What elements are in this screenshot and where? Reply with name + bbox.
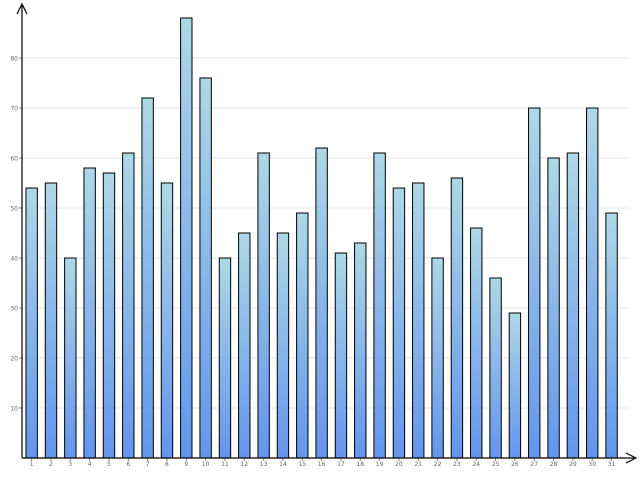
bar — [141, 97, 154, 459]
bar — [412, 182, 425, 459]
y-tick-label: 10 — [10, 406, 18, 413]
x-tick-label: 27 — [530, 461, 538, 468]
x-tick-label: 23 — [453, 461, 461, 468]
x-tick-label: 15 — [298, 461, 306, 468]
bar — [334, 252, 348, 459]
y-axis-arrow-icon — [16, 2, 28, 15]
x-tick-label: 25 — [492, 461, 500, 468]
x-tick-label: 12 — [240, 461, 248, 468]
x-tick-label: 30 — [588, 461, 596, 468]
y-tick-label: 40 — [10, 256, 18, 263]
x-tick-label: 24 — [472, 461, 480, 468]
x-tick-label: 1 — [30, 461, 34, 468]
x-axis-arrow-icon — [625, 452, 638, 464]
bar — [276, 232, 290, 459]
bar — [605, 212, 618, 459]
bar — [450, 177, 464, 459]
x-tick-label: 2 — [49, 461, 53, 468]
y-tick-label: 60 — [10, 156, 18, 163]
bar — [470, 227, 483, 459]
bar — [44, 182, 58, 459]
x-tick-label: 3 — [68, 461, 72, 468]
x-tick-label: 19 — [376, 461, 384, 468]
bar — [586, 107, 599, 459]
bar — [218, 257, 232, 459]
bar — [257, 152, 270, 459]
bar — [122, 152, 135, 459]
bar — [64, 257, 77, 459]
x-tick-label: 7 — [146, 461, 150, 468]
y-tick-label: 80 — [10, 56, 18, 63]
bar — [566, 152, 580, 459]
bar — [315, 147, 328, 459]
x-tick-label: 17 — [337, 461, 345, 468]
x-tick-label: 13 — [260, 461, 268, 468]
x-tick-label: 14 — [279, 461, 287, 468]
bar — [528, 107, 541, 459]
y-tick-label: 30 — [10, 306, 18, 313]
axes-layer — [16, 2, 638, 464]
x-tick-label: 9 — [184, 461, 188, 468]
bars-layer — [25, 17, 618, 459]
bar — [180, 17, 193, 459]
x-tick-label: 28 — [550, 461, 558, 468]
bar — [489, 277, 502, 459]
bar — [199, 77, 212, 459]
bar — [238, 232, 251, 459]
bar — [354, 242, 367, 459]
x-tick-label: 6 — [126, 461, 130, 468]
x-tick-label: 11 — [221, 461, 229, 468]
bar — [160, 182, 174, 459]
bar — [296, 212, 309, 459]
bar — [392, 187, 406, 459]
x-tick-label: 29 — [569, 461, 577, 468]
x-tick-label: 16 — [318, 461, 326, 468]
x-tick-label: 21 — [414, 461, 422, 468]
bar — [25, 187, 38, 459]
y-tick-label: 70 — [10, 106, 18, 113]
x-tick-label: 4 — [88, 461, 92, 468]
x-tick-label: 8 — [165, 461, 169, 468]
bar — [102, 172, 116, 459]
x-tick-label: 31 — [608, 461, 616, 468]
bar — [508, 312, 522, 459]
y-tick-label: 50 — [10, 206, 18, 213]
bar — [431, 257, 444, 459]
x-tick-label: 10 — [202, 461, 210, 468]
x-tick-label: 5 — [107, 461, 111, 468]
bar — [547, 157, 560, 459]
x-tick-label: 18 — [356, 461, 364, 468]
x-tick-label: 22 — [434, 461, 442, 468]
bar — [83, 167, 96, 459]
x-tick-label: 20 — [395, 461, 403, 468]
x-tick-label: 26 — [511, 461, 519, 468]
y-tick-label: 20 — [10, 356, 18, 363]
bar — [373, 152, 386, 459]
